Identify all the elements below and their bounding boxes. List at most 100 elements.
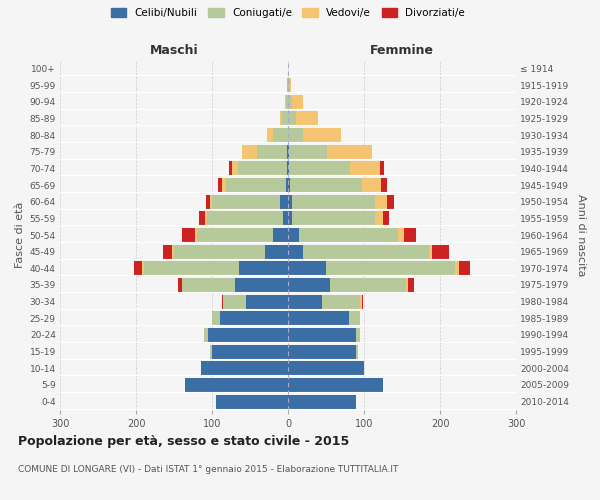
Bar	[211, 344, 212, 359]
Bar	[288, 344, 356, 359]
Bar	[327, 144, 373, 159]
Bar	[290, 178, 362, 192]
Bar	[288, 112, 296, 126]
Bar	[288, 178, 290, 192]
Bar	[195, 228, 197, 242]
Bar	[242, 144, 257, 159]
Bar	[283, 211, 288, 226]
Bar	[408, 278, 414, 292]
Bar	[387, 194, 394, 209]
Bar	[383, 211, 389, 226]
Bar	[350, 162, 380, 175]
Bar	[226, 178, 286, 192]
Bar	[404, 228, 416, 242]
Bar	[322, 294, 360, 308]
Bar	[292, 194, 376, 209]
Bar	[200, 361, 288, 376]
Bar	[232, 162, 238, 175]
Bar	[288, 228, 299, 242]
Bar	[280, 112, 282, 126]
Bar	[174, 244, 265, 259]
Bar	[222, 178, 226, 192]
Bar	[280, 194, 288, 209]
Bar	[288, 361, 364, 376]
Bar	[459, 261, 470, 276]
Bar	[376, 211, 383, 226]
Bar	[406, 278, 408, 292]
Bar	[257, 144, 287, 159]
Bar	[433, 244, 449, 259]
Bar	[182, 278, 235, 292]
Bar	[273, 128, 288, 142]
Bar	[362, 178, 381, 192]
Bar	[134, 261, 142, 276]
Bar	[206, 211, 283, 226]
Bar	[288, 128, 303, 142]
Y-axis label: Fasce di età: Fasce di età	[16, 202, 25, 268]
Bar	[326, 261, 455, 276]
Bar	[212, 311, 220, 326]
Bar	[229, 162, 232, 175]
Bar	[398, 228, 404, 242]
Legend: Celibi/Nubili, Coniugati/e, Vedovi/e, Divorziati/e: Celibi/Nubili, Coniugati/e, Vedovi/e, Di…	[111, 8, 465, 18]
Bar	[289, 144, 327, 159]
Bar	[288, 311, 349, 326]
Bar	[288, 162, 289, 175]
Bar	[288, 144, 289, 159]
Text: Maschi: Maschi	[149, 44, 199, 57]
Bar	[235, 278, 288, 292]
Bar	[273, 228, 288, 242]
Bar	[220, 311, 288, 326]
Text: COMUNE DI LONGARE (VI) - Dati ISTAT 1° gennaio 2015 - Elaborazione TUTTITALIA.IT: COMUNE DI LONGARE (VI) - Dati ISTAT 1° g…	[18, 465, 398, 474]
Bar	[288, 378, 383, 392]
Bar	[285, 94, 286, 109]
Bar	[222, 294, 223, 308]
Bar	[212, 344, 288, 359]
Bar	[288, 294, 322, 308]
Text: Popolazione per età, sesso e stato civile - 2015: Popolazione per età, sesso e stato civil…	[18, 435, 349, 448]
Bar	[199, 211, 205, 226]
Bar	[288, 194, 292, 209]
Bar	[303, 128, 341, 142]
Bar	[223, 294, 246, 308]
Bar	[286, 94, 288, 109]
Bar	[239, 261, 288, 276]
Bar	[185, 378, 288, 392]
Bar	[349, 311, 360, 326]
Bar	[292, 94, 303, 109]
Bar	[455, 261, 459, 276]
Text: Femmine: Femmine	[370, 44, 434, 57]
Bar	[142, 261, 143, 276]
Bar	[218, 178, 222, 192]
Bar	[381, 178, 387, 192]
Bar	[289, 162, 350, 175]
Bar	[428, 244, 433, 259]
Bar	[288, 261, 326, 276]
Bar	[288, 278, 330, 292]
Bar	[210, 194, 212, 209]
Bar	[287, 162, 288, 175]
Bar	[288, 328, 356, 342]
Bar	[205, 328, 208, 342]
Bar	[288, 94, 292, 109]
Bar	[206, 194, 210, 209]
Bar	[362, 294, 363, 308]
Bar	[356, 344, 358, 359]
Bar	[292, 211, 376, 226]
Bar	[205, 211, 206, 226]
Bar	[290, 78, 291, 92]
Bar	[182, 228, 195, 242]
Bar	[376, 194, 387, 209]
Bar	[288, 244, 303, 259]
Bar	[288, 394, 356, 409]
Bar	[178, 278, 182, 292]
Bar	[330, 278, 406, 292]
Bar	[163, 244, 172, 259]
Bar	[282, 112, 288, 126]
Bar	[267, 128, 273, 142]
Bar	[246, 294, 288, 308]
Bar	[299, 228, 398, 242]
Bar	[216, 394, 288, 409]
Bar	[287, 144, 288, 159]
Bar	[208, 328, 288, 342]
